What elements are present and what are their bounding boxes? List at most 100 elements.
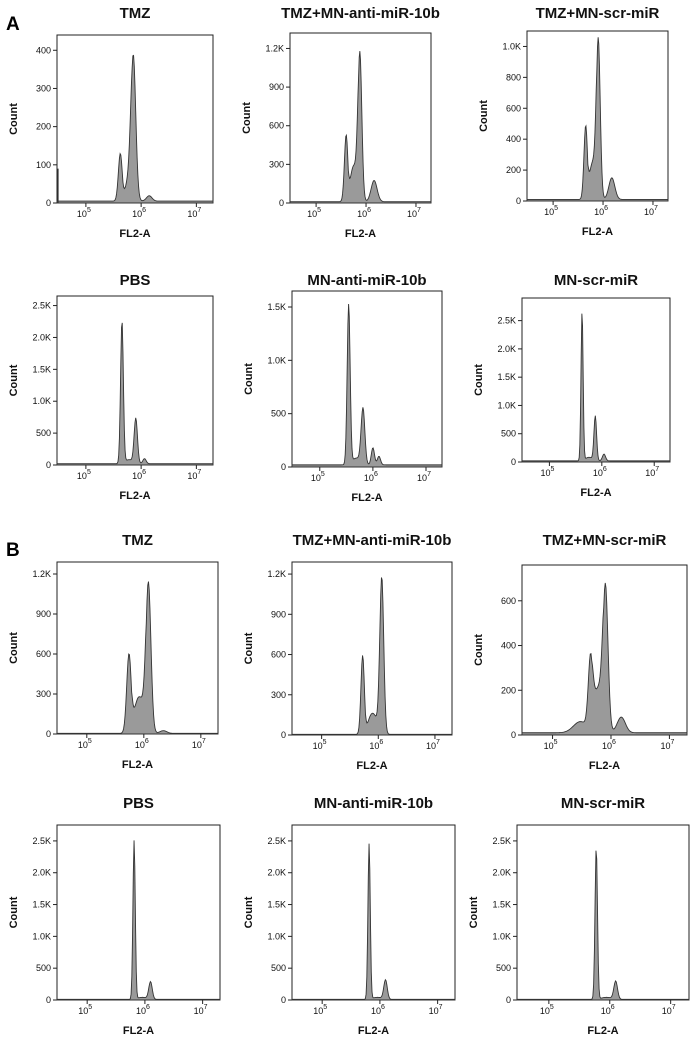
x-axis-label: FL2-A bbox=[580, 487, 611, 499]
y-axis-label: Count bbox=[8, 103, 20, 135]
y-tick-label: 900 bbox=[36, 609, 51, 619]
y-tick-label: 2.0K bbox=[497, 344, 516, 354]
histogram-area bbox=[289, 51, 432, 204]
y-tick-label: 200 bbox=[506, 165, 521, 175]
x-axis-label: FL2-A bbox=[119, 228, 150, 240]
x-axis-label: FL2-A bbox=[582, 226, 613, 238]
histogram-a-4: PBS 0 500 1.0K 1.5K 2.0K 2.5K 105 106 107 FL2-A Cou… bbox=[8, 272, 214, 502]
histogram-b-5: MN-anti-miR-10b 0 500 1.0K 1.5K 2.0K 2.5K 105 10… bbox=[243, 795, 456, 1037]
plot-frame bbox=[516, 824, 690, 1001]
y-tick-label: 400 bbox=[501, 641, 516, 651]
y-tick-label: 1.5K bbox=[267, 900, 286, 910]
y-tick-label: 1.0K bbox=[267, 931, 286, 941]
histogram-area bbox=[291, 843, 456, 1001]
y-axis-label: Count bbox=[8, 364, 20, 396]
x-tick-label: 105 bbox=[77, 469, 91, 481]
y-axis-label: Count bbox=[243, 363, 255, 395]
x-tick-label: 105 bbox=[311, 471, 325, 483]
plot-title: MN-scr-miR bbox=[554, 272, 638, 289]
plot-title: TMZ+MN-anti-miR-10b bbox=[281, 5, 440, 22]
x-tick-label: 107 bbox=[187, 207, 201, 219]
x-tick-label: 106 bbox=[593, 466, 607, 478]
x-tick-label: 107 bbox=[407, 207, 421, 219]
x-axis-label: FL2-A bbox=[589, 760, 620, 772]
y-tick-label: 500 bbox=[496, 963, 511, 973]
x-tick-label: 107 bbox=[429, 1004, 443, 1016]
y-tick-label: 1.5K bbox=[32, 900, 51, 910]
y-tick-label: 1.0K bbox=[32, 396, 51, 406]
plot-title: TMZ bbox=[122, 532, 153, 549]
x-axis-label: FL2-A bbox=[122, 759, 153, 771]
histogram-a-1: TMZ 0 100 200 300 400 105 106 107 FL2-A Count bbox=[8, 5, 214, 240]
x-tick-label: 107 bbox=[194, 1004, 208, 1016]
x-tick-label: 106 bbox=[136, 1004, 150, 1016]
y-axis-label: Count bbox=[243, 632, 255, 664]
y-tick-label: 1.5K bbox=[492, 900, 511, 910]
y-tick-label: 0 bbox=[46, 729, 51, 739]
y-axis-label: Count bbox=[473, 364, 485, 396]
x-axis-label: FL2-A bbox=[351, 492, 382, 504]
x-tick-label: 107 bbox=[645, 466, 659, 478]
x-tick-label: 106 bbox=[364, 471, 378, 483]
x-tick-label: 107 bbox=[426, 739, 440, 751]
y-tick-label: 0 bbox=[279, 198, 284, 208]
plot-title: TMZ+MN-scr-miR bbox=[536, 5, 660, 22]
x-axis-label: FL2-A bbox=[587, 1025, 618, 1037]
histogram-b-4: PBS 0 500 1.0K 1.5K 2.0K 2.5K 105 106 107 FL2-A Cou… bbox=[8, 795, 221, 1037]
plot-title: MN-anti-miR-10b bbox=[314, 795, 433, 812]
plot-frame bbox=[291, 290, 443, 468]
histogram-b-3: TMZ+MN-scr-miR 0 200 400 600 105 106 107 FL2-A Co… bbox=[473, 532, 688, 772]
y-tick-label: 2.5K bbox=[492, 836, 511, 846]
histogram-a-6: MN-scr-miR 0 500 1.0K 1.5K 2.0K 2.5K 105 106 107 F… bbox=[473, 272, 671, 499]
histogram-a-3: TMZ+MN-scr-miR 0 200 400 600 800 1.0K 105 106 107… bbox=[478, 5, 669, 238]
x-axis-label: FL2-A bbox=[356, 760, 387, 772]
y-tick-label: 0 bbox=[516, 196, 521, 206]
y-tick-label: 200 bbox=[36, 122, 51, 132]
plot-title: TMZ+MN-anti-miR-10b bbox=[293, 532, 452, 549]
y-tick-label: 0 bbox=[281, 462, 286, 472]
plot-frame bbox=[56, 824, 221, 1001]
x-tick-label: 105 bbox=[313, 1004, 327, 1016]
x-tick-label: 107 bbox=[187, 469, 201, 481]
x-tick-label: 106 bbox=[594, 205, 608, 217]
y-tick-label: 600 bbox=[506, 103, 521, 113]
y-tick-label: 300 bbox=[36, 83, 51, 93]
histogram-b-2: TMZ+MN-anti-miR-10b 0 300 600 900 1.2K 105 106 1… bbox=[243, 532, 453, 772]
x-tick-label: 106 bbox=[369, 739, 383, 751]
plot-title: PBS bbox=[120, 272, 151, 289]
y-tick-label: 1.5K bbox=[267, 302, 286, 312]
y-tick-label: 300 bbox=[271, 690, 286, 700]
histogram-a-5: MN-anti-miR-10b 0 500 1.0K 1.5K 105 106 107 FL2-… bbox=[243, 272, 443, 504]
y-tick-label: 500 bbox=[271, 963, 286, 973]
y-tick-label: 1.2K bbox=[32, 569, 51, 579]
x-tick-label: 106 bbox=[132, 207, 146, 219]
x-axis-label: FL2-A bbox=[123, 1025, 154, 1037]
y-tick-label: 0 bbox=[281, 995, 286, 1005]
y-tick-label: 2.5K bbox=[497, 316, 516, 326]
histogram-area bbox=[516, 850, 690, 1001]
x-tick-label: 105 bbox=[78, 738, 92, 750]
y-tick-label: 0 bbox=[506, 995, 511, 1005]
y-axis-label: Count bbox=[8, 632, 20, 664]
plot-frame bbox=[291, 824, 456, 1001]
y-tick-label: 0 bbox=[46, 198, 51, 208]
y-tick-label: 500 bbox=[501, 429, 516, 439]
histogram-area bbox=[291, 304, 443, 468]
histogram-area bbox=[526, 37, 669, 202]
y-axis-label: Count bbox=[478, 100, 490, 132]
x-tick-label: 107 bbox=[644, 205, 658, 217]
plot-title: PBS bbox=[123, 795, 154, 812]
y-tick-label: 2.0K bbox=[492, 868, 511, 878]
y-tick-label: 0 bbox=[46, 995, 51, 1005]
plot-title: MN-scr-miR bbox=[561, 795, 645, 812]
histogram-area bbox=[291, 577, 453, 736]
histogram-a-2: TMZ+MN-anti-miR-10b 0 300 600 900 1.2K 105 106 1… bbox=[241, 5, 440, 240]
y-tick-label: 1.0K bbox=[492, 931, 511, 941]
histogram-b-6: MN-scr-miR 0 500 1.0K 1.5K 2.0K 2.5K 105 106 107 F… bbox=[468, 795, 690, 1037]
histogram-area bbox=[56, 581, 219, 735]
y-tick-label: 1.2K bbox=[265, 43, 284, 53]
y-tick-label: 900 bbox=[269, 82, 284, 92]
x-tick-label: 105 bbox=[78, 1004, 92, 1016]
y-tick-label: 1.2K bbox=[267, 569, 286, 579]
